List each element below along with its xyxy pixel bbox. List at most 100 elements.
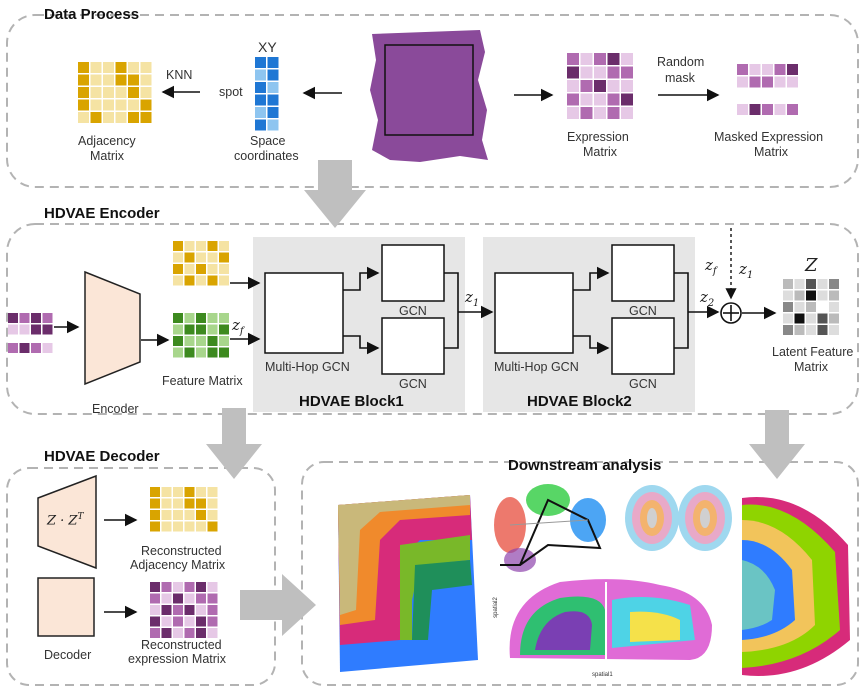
matrix-cell — [150, 510, 160, 520]
masked-expression-grid-bottom — [737, 104, 798, 115]
feature-matrix-grid — [173, 313, 229, 358]
matrix-cell — [794, 290, 805, 301]
matrix-cell — [207, 593, 218, 604]
matrix-cell — [219, 241, 229, 251]
zf-label-encoder: zf — [232, 316, 244, 337]
matrix-cell — [806, 290, 816, 301]
flow-arrow-process-to-encoder — [304, 160, 366, 228]
expression-matrix-grid — [567, 53, 633, 119]
matrix-cell — [184, 498, 195, 509]
matrix-cell — [196, 252, 206, 263]
matrix-cell — [173, 347, 183, 358]
matrix-cell — [173, 510, 183, 520]
matrix-cell — [184, 616, 195, 627]
matrix-cell — [749, 104, 761, 115]
space-coordinates-label-1: Space — [250, 134, 286, 148]
matrix-cell — [184, 313, 195, 323]
connector-2b — [573, 335, 610, 355]
gcn-label-1a: GCN — [399, 304, 427, 318]
random-mask-label-1: Random — [657, 55, 705, 69]
matrix-cell — [267, 82, 279, 93]
matrix-cell — [196, 336, 206, 346]
matrix-cell — [173, 241, 183, 251]
matrix-cell — [817, 302, 828, 312]
matrix-cell — [794, 279, 805, 289]
matrix-cell — [150, 498, 160, 509]
matrix-cell — [78, 74, 89, 86]
recon-expression-grid — [150, 582, 218, 638]
section-title-downstream: Downstream analysis — [508, 457, 662, 474]
matrix-cell — [829, 313, 839, 324]
matrix-cell — [196, 628, 206, 638]
matrix-cell — [207, 347, 218, 358]
matrix-cell — [184, 582, 195, 592]
gcn-box-2a — [611, 244, 675, 302]
matrix-cell — [207, 252, 218, 263]
matrix-cell — [829, 279, 839, 289]
matrix-cell — [196, 616, 206, 627]
matrix-cell — [787, 64, 798, 75]
matrix-cell — [196, 605, 206, 615]
matrix-cell — [8, 324, 18, 335]
matrix-cell — [219, 324, 229, 335]
downstream-olfactory-panel — [625, 485, 732, 551]
matrix-cell — [184, 252, 195, 263]
decoder-trapezoid-zzt — [37, 474, 97, 570]
recon-expression-label-1: Reconstructed — [141, 638, 222, 652]
random-mask-label-2: mask — [665, 71, 695, 85]
matrix-cell — [115, 112, 127, 123]
matrix-cell — [783, 325, 793, 335]
matrix-cell — [128, 62, 139, 73]
matrix-cell — [567, 107, 579, 119]
matrix-cell — [267, 119, 279, 131]
matrix-cell — [103, 87, 114, 98]
matrix-cell — [794, 325, 805, 335]
matrix-cell — [806, 325, 816, 335]
matrix-cell — [196, 498, 206, 509]
latent-feature-label-2: Matrix — [794, 360, 829, 374]
matrix-cell — [207, 510, 218, 520]
matrix-cell — [621, 107, 633, 119]
downstream-trajectory-panel — [494, 484, 606, 572]
matrix-cell — [42, 324, 53, 335]
matrix-cell — [184, 605, 195, 615]
matrix-cell — [103, 74, 114, 86]
matrix-cell — [594, 53, 606, 65]
matrix-cell — [806, 302, 816, 312]
matrix-cell — [161, 582, 172, 592]
matrix-cell — [737, 64, 748, 75]
matrix-cell — [783, 302, 793, 312]
matrix-cell — [196, 264, 206, 274]
connector-1a — [343, 266, 380, 291]
downstream-hemisphere-panel — [742, 496, 850, 676]
matrix-cell — [196, 582, 206, 592]
adjacency-matrix-label-1: Adjacency — [78, 134, 136, 148]
matrix-cell — [150, 605, 160, 615]
matrix-cell — [173, 275, 183, 286]
matrix-cell — [42, 313, 53, 323]
matrix-cell — [207, 313, 218, 323]
matrix-cell — [255, 69, 266, 81]
matrix-cell — [140, 62, 152, 73]
matrix-cell — [150, 521, 160, 532]
matrix-cell — [173, 313, 183, 323]
matrix-cell — [580, 66, 593, 79]
matrix-cell — [184, 347, 195, 358]
matrix-cell — [829, 290, 839, 301]
matrix-cell — [196, 324, 206, 335]
axis-label-spatial2: spatial2 — [492, 597, 499, 618]
matrix-cell — [161, 498, 172, 509]
matrix-cell — [161, 616, 172, 627]
matrix-cell — [580, 93, 593, 106]
matrix-cell — [567, 80, 579, 92]
matrix-cell — [762, 64, 773, 75]
expression-matrix-label-2: Matrix — [583, 145, 618, 159]
matrix-cell — [207, 498, 218, 509]
multihop-gcn-box-1 — [264, 272, 344, 354]
matrix-cell — [806, 313, 816, 324]
matrix-cell — [140, 87, 152, 98]
matrix-cell — [783, 290, 793, 301]
matrix-cell — [207, 487, 218, 497]
matrix-cell — [787, 104, 798, 115]
